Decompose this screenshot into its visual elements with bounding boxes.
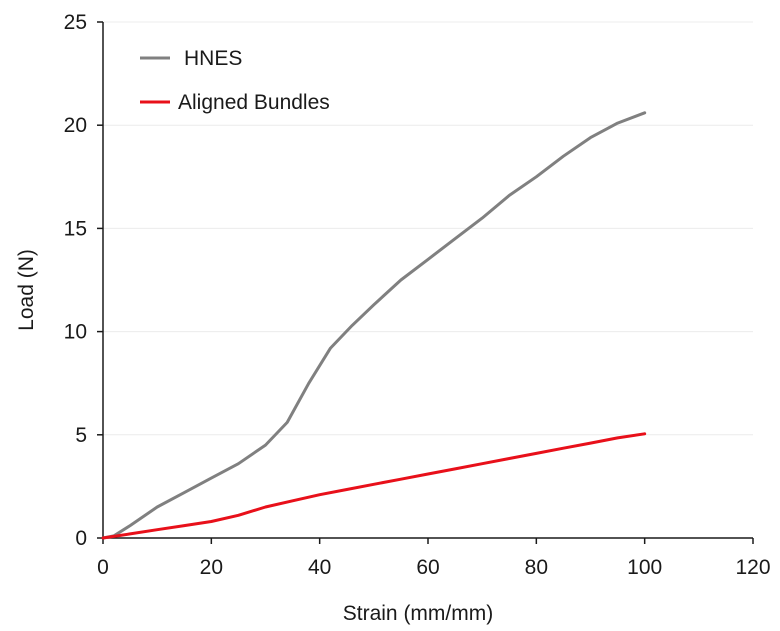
x-tick-label-60: 60: [416, 556, 439, 579]
series-lines: [101, 111, 647, 540]
series-line-hnes: [101, 111, 647, 540]
y-axis-title: Load (N): [15, 249, 38, 331]
x-axis-title: Strain (mm/mm): [343, 602, 494, 625]
y-tick-label-0: 0: [75, 527, 87, 550]
y-tick-label-20: 20: [64, 114, 87, 137]
x-tick-label-120: 120: [735, 556, 770, 579]
legend-label-aligned-bundles: Aligned Bundles: [178, 91, 330, 114]
x-tick-label-40: 40: [308, 556, 331, 579]
legend: HNES Aligned Bundles: [140, 47, 330, 114]
y-tick-label-10: 10: [64, 321, 87, 344]
y-tick-label-25: 25: [64, 11, 87, 34]
x-tick-label-80: 80: [525, 556, 548, 579]
grid-lines: [103, 21, 753, 436]
x-tick-label-20: 20: [200, 556, 223, 579]
x-tick-label-100: 100: [627, 556, 662, 579]
axes: [97, 21, 754, 544]
y-tick-label-15: 15: [64, 217, 87, 240]
tick-labels: 0 5 10 15 20 25 0 20 40 60 80 100 120: [64, 11, 771, 579]
series-line-aligned-bundles: [101, 432, 647, 540]
y-tick-label-5: 5: [75, 424, 87, 447]
legend-label-hnes: HNES: [184, 47, 242, 70]
x-tick-label-0: 0: [97, 556, 109, 579]
